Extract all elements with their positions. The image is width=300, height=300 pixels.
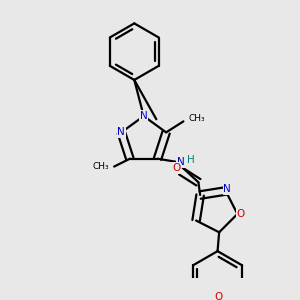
Text: CH₃: CH₃: [93, 162, 110, 171]
Text: O: O: [214, 292, 222, 300]
Text: N: N: [177, 157, 185, 167]
Text: N: N: [117, 128, 125, 137]
Text: N: N: [140, 111, 148, 121]
Text: O: O: [236, 209, 245, 219]
Text: N: N: [224, 184, 231, 194]
Text: O: O: [172, 163, 181, 173]
Text: H: H: [188, 155, 195, 165]
Text: CH₃: CH₃: [188, 114, 205, 123]
